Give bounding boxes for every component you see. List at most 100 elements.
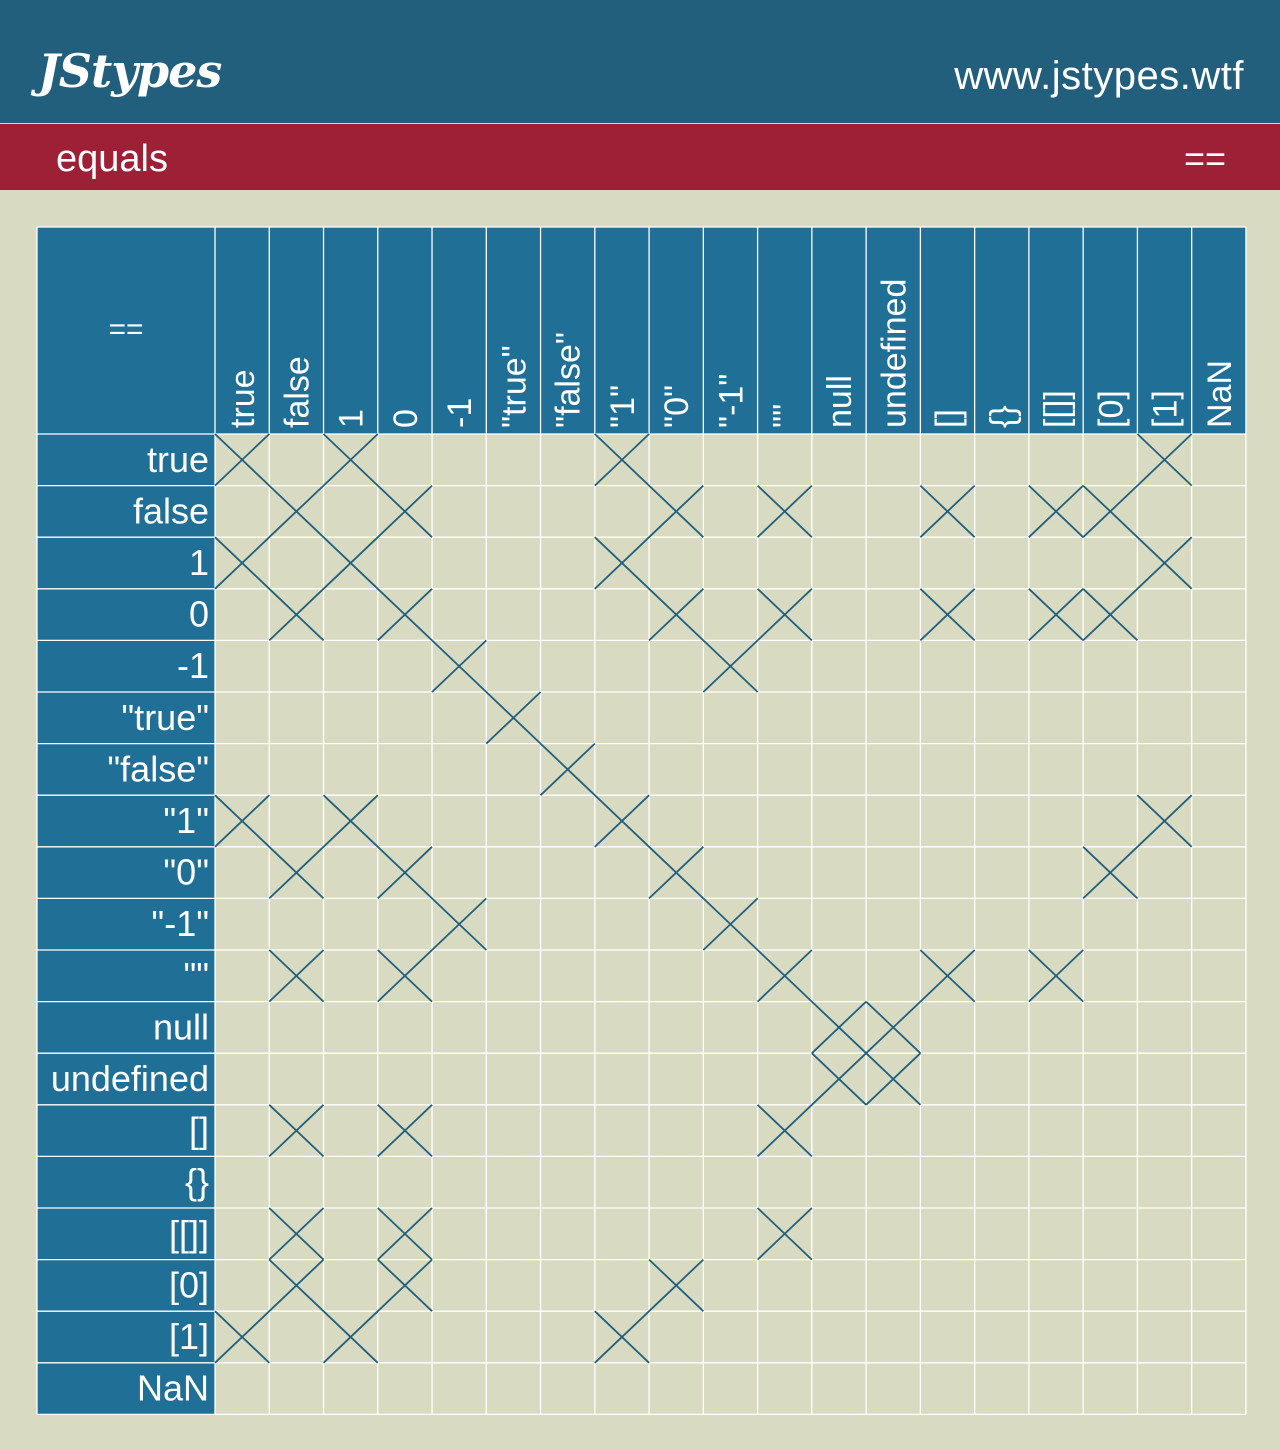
- row-label: undefined: [51, 1058, 209, 1099]
- column-label: 0: [387, 409, 425, 428]
- equal-mark: [919, 949, 976, 1003]
- equal-mark: [322, 1310, 379, 1364]
- row-label: null: [153, 1006, 209, 1047]
- equal-mark: [322, 794, 379, 848]
- equal-mark: [756, 588, 813, 642]
- equal-mark: [268, 846, 325, 900]
- equal-mark: [377, 588, 433, 642]
- equal-mark: [268, 1258, 325, 1312]
- equal-mark: [1082, 484, 1139, 538]
- equal-mark: [268, 1104, 325, 1158]
- equal-mark: [377, 1258, 433, 1312]
- equal-mark: [594, 433, 650, 487]
- equal-mark: [485, 691, 542, 745]
- row-label: {}: [185, 1161, 209, 1202]
- row-label: [[]]: [169, 1213, 209, 1254]
- equal-mark: [756, 1207, 813, 1261]
- equal-mark: [648, 1258, 704, 1312]
- column-label: false: [278, 356, 316, 428]
- corner-label: ==: [108, 313, 143, 346]
- equal-mark: [539, 742, 596, 796]
- column-label: "-1": [712, 374, 750, 428]
- equal-mark: [648, 588, 704, 642]
- equal-mark: [756, 1104, 813, 1158]
- equal-mark: [377, 484, 433, 538]
- equal-mark: [377, 846, 433, 900]
- equal-mark: [1028, 949, 1084, 1003]
- column-label: "": [767, 404, 805, 428]
- equal-mark: [322, 433, 379, 487]
- row-label: "true": [121, 697, 209, 738]
- section-title: equals: [56, 138, 168, 180]
- column-label: "1": [604, 385, 642, 428]
- equal-mark: [214, 536, 270, 590]
- row-label: []: [189, 1110, 209, 1151]
- column-label: "false": [550, 332, 588, 428]
- row-label: NaN: [137, 1368, 209, 1409]
- column-label: undefined: [875, 279, 913, 428]
- equal-mark: [811, 1052, 867, 1106]
- equal-mark: [214, 433, 270, 487]
- equal-mark: [1082, 846, 1139, 900]
- equal-mark: [377, 949, 433, 1003]
- equal-mark: [268, 588, 325, 642]
- equal-mark: [1136, 433, 1193, 487]
- equal-mark: [214, 794, 270, 848]
- row-header-band: [37, 434, 215, 1415]
- column-header-band: [37, 227, 1246, 434]
- row-label: false: [133, 490, 209, 531]
- equal-mark: [1028, 484, 1084, 538]
- equal-mark: [377, 1104, 433, 1158]
- row-label: [0]: [169, 1264, 209, 1305]
- equal-mark: [1136, 794, 1193, 848]
- equal-mark: [702, 639, 759, 693]
- equal-mark: [1028, 588, 1084, 642]
- column-label: NaN: [1201, 360, 1239, 428]
- row-label: "-1": [151, 903, 209, 944]
- equal-mark: [268, 1207, 325, 1261]
- equal-mark: [811, 1000, 867, 1054]
- column-label: {}: [984, 405, 1022, 428]
- equal-mark: [702, 897, 759, 951]
- column-label: [[]]: [1038, 390, 1076, 428]
- row-label: true: [147, 439, 209, 480]
- column-label: null: [821, 375, 859, 428]
- row-label: 1: [189, 542, 209, 583]
- column-label: []: [930, 409, 968, 428]
- equal-mark: [214, 1310, 270, 1364]
- equal-mark: [865, 1052, 922, 1106]
- equal-mark: [756, 484, 813, 538]
- equal-mark: [648, 846, 704, 900]
- equal-mark: [594, 794, 650, 848]
- equal-mark: [594, 536, 650, 590]
- equal-mark: [1136, 536, 1193, 590]
- equal-mark: [268, 949, 325, 1003]
- column-label: true: [224, 369, 262, 428]
- equal-mark: [756, 949, 813, 1003]
- row-label: [1]: [169, 1316, 209, 1357]
- equal-mark: [377, 1207, 433, 1261]
- operator-label: ==: [1183, 138, 1226, 179]
- equal-mark: [865, 1000, 922, 1054]
- row-label: "false": [107, 748, 209, 789]
- equal-mark: [919, 588, 976, 642]
- column-label: "true": [495, 345, 533, 428]
- row-label: "0": [163, 852, 209, 893]
- column-label: "0": [658, 385, 696, 428]
- column-label: 1: [333, 409, 371, 428]
- equal-mark: [594, 1310, 650, 1364]
- section-header: equals ==: [0, 124, 1280, 190]
- column-label: [0]: [1092, 390, 1130, 428]
- row-label: 0: [189, 594, 209, 635]
- equal-mark: [268, 484, 325, 538]
- equal-mark: [431, 639, 487, 693]
- column-label: [1]: [1147, 390, 1185, 428]
- equal-mark: [322, 536, 379, 590]
- top-header: JStypes www.jstypes.wtf: [0, 0, 1280, 123]
- row-label: "": [183, 955, 209, 996]
- equal-mark: [648, 484, 704, 538]
- equal-mark: [1082, 588, 1139, 642]
- row-label: -1: [177, 645, 209, 686]
- site-url[interactable]: www.jstypes.wtf: [954, 54, 1244, 98]
